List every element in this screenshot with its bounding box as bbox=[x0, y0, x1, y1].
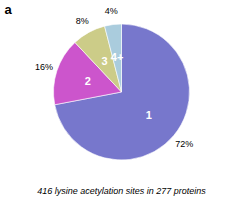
svg-text:8%: 8% bbox=[76, 15, 89, 25]
svg-text:4%: 4% bbox=[105, 6, 118, 16]
svg-text:16%: 16% bbox=[35, 62, 53, 72]
svg-text:2: 2 bbox=[85, 75, 91, 87]
svg-text:a: a bbox=[5, 2, 13, 17]
svg-text:1: 1 bbox=[146, 109, 152, 121]
html-text:416 lysine acetylation sites i: 416 lysine acetylation sites in 277 prot… bbox=[37, 186, 206, 196]
svg-text:3: 3 bbox=[101, 55, 107, 67]
svg-text:72%: 72% bbox=[175, 139, 193, 149]
svg-text:4+: 4+ bbox=[111, 51, 124, 63]
